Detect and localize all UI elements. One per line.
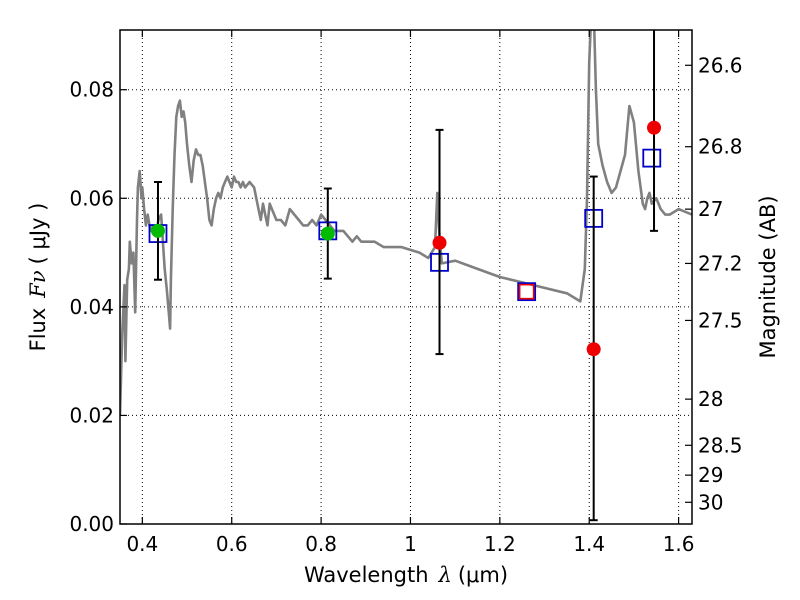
model-spectrum-line — [120, 30, 692, 416]
y-tick-label: 0.04 — [69, 295, 114, 319]
observed-point — [150, 223, 165, 238]
observed-point — [320, 226, 335, 241]
y2-tick-label: 29 — [698, 463, 723, 487]
y2-tick-label: 27 — [698, 197, 723, 221]
y2-tick-label: 27.5 — [698, 308, 743, 332]
x-tick-label: 0.4 — [126, 532, 158, 556]
plot-area — [120, 30, 692, 522]
y-tick-label: 0.08 — [69, 78, 114, 102]
y2-tick-label: 26.8 — [698, 135, 743, 159]
y2-tick-label: 28.5 — [698, 433, 743, 457]
x-tick-label: 0.8 — [305, 532, 337, 556]
x-tick-label: 0.6 — [216, 532, 248, 556]
axes: 0.4 0.6 0.8 1 1.2 1.4 1.6 0.00 0.02 0.04 0.06 0.08 2… — [69, 29, 743, 556]
observed-point-square — [518, 283, 535, 300]
y2-tick-label: 26.6 — [698, 53, 743, 77]
x-axis-label: Wavelength λ (μm) — [304, 563, 508, 587]
grid — [120, 30, 692, 525]
observed-point — [432, 235, 447, 250]
y-tick-label: 0.02 — [69, 403, 114, 427]
y2-tick-label: 28 — [698, 387, 723, 411]
y-tick-label: 0.00 — [69, 512, 114, 536]
model-magnitude-square — [642, 148, 662, 168]
observed-point — [586, 342, 601, 357]
x-tick-label: 1.6 — [663, 532, 695, 556]
x-tick-label: 1 — [404, 532, 417, 556]
plot-frame — [119, 29, 693, 525]
y-tick-label: 0.06 — [69, 186, 114, 210]
observed-point — [647, 120, 662, 135]
y2-tick-label: 30 — [698, 490, 723, 514]
x-tick-label: 1.4 — [573, 532, 605, 556]
y2-tick-label: 27.2 — [698, 251, 743, 275]
y2-axis-label: Magnitude (AB) — [756, 195, 780, 358]
y-axis-label: FluxFν( μJy ) — [26, 203, 50, 352]
model-magnitude-square — [517, 282, 537, 302]
x-tick-label: 1.2 — [484, 532, 516, 556]
